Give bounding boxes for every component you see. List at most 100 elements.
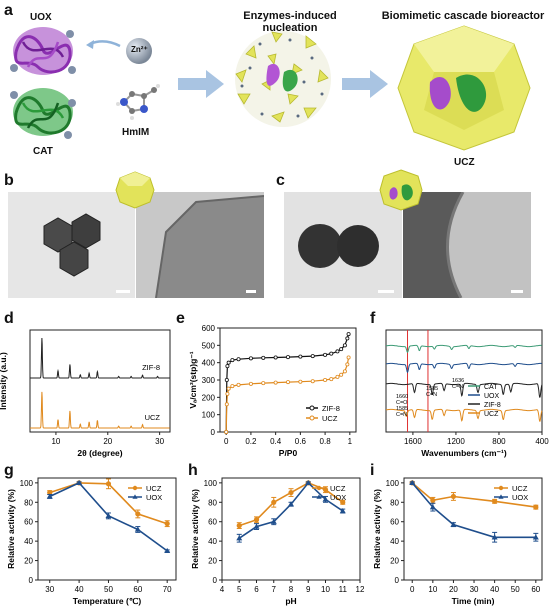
- xrd-pattern-ucz: [30, 391, 170, 429]
- x-tick-label: 7: [272, 585, 277, 594]
- x-tick-label: 30: [155, 437, 164, 446]
- isotherm-point: [226, 386, 231, 391]
- legend-label: UCZ: [484, 411, 499, 418]
- chart-ph-activity: 4 5 6 7 8 9 10 11 12 0 20 40 60 80 100 pH Relative activ…: [190, 477, 365, 606]
- legend-marker: [498, 485, 504, 491]
- data-point: [288, 489, 294, 496]
- panel-label-f: f: [370, 310, 376, 327]
- y-tick-label: 60: [208, 518, 217, 527]
- isotherm-point: [323, 378, 328, 383]
- ftir-spectrum: [386, 382, 543, 398]
- x-tick-label: 400: [535, 437, 549, 446]
- data-point: [164, 547, 171, 554]
- data-point: [164, 521, 170, 527]
- annotation-wavenumber: 1585: [396, 406, 408, 412]
- isotherm-point: [286, 380, 291, 385]
- annotation-bond: C=N: [396, 412, 407, 418]
- isotherm-point: [248, 381, 253, 386]
- legend-label: UCZ: [330, 484, 346, 493]
- data-point: [532, 534, 539, 540]
- y-tick-label: 200: [202, 393, 216, 402]
- x-tick-label: 6: [254, 585, 259, 594]
- uox-label: UOX: [30, 12, 52, 23]
- tem-particles: [298, 224, 379, 268]
- series-label: ZIF-8: [142, 363, 160, 372]
- x-axis-label: Time (min): [452, 596, 495, 606]
- isotherm-point: [225, 391, 230, 396]
- isotherm-point: [339, 347, 344, 352]
- x-axis-label: Wavenumbers (cm⁻¹): [421, 448, 507, 458]
- isotherm-point: [230, 358, 235, 363]
- process-arrow-1: [178, 70, 224, 98]
- step-title-nucleation: Enzymes-induced nucleation: [243, 10, 337, 34]
- x-tick-label: 10: [321, 585, 330, 594]
- x-tick-label: 20: [449, 585, 458, 594]
- legend-marker: [309, 415, 315, 421]
- step-title-bioreactor: Biomimetic cascade bioreactor: [381, 10, 545, 22]
- x-tick-label: 1200: [447, 437, 465, 446]
- data-point: [430, 497, 436, 503]
- legend-label: UCZ: [322, 414, 338, 423]
- zinc-ion-label: Zn²⁺: [131, 45, 148, 54]
- plot-frame: [403, 477, 543, 581]
- isotherm-point: [342, 369, 347, 374]
- data-point: [253, 523, 260, 529]
- tem-particles: [43, 213, 101, 277]
- isotherm-point: [236, 382, 241, 387]
- x-axis-label: 2θ (degree): [77, 448, 122, 458]
- panel-label-e: e: [176, 310, 185, 327]
- annotation-bond: C=O: [396, 400, 408, 406]
- data-point: [491, 534, 498, 540]
- y-tick-label: 0: [213, 576, 218, 585]
- xrd-pattern-zif-8: [30, 337, 170, 379]
- x-axis-label: pH: [285, 596, 296, 606]
- plot-frame: [37, 477, 177, 581]
- x-tick-label: 50: [104, 585, 113, 594]
- x-tick-label: 60: [133, 585, 142, 594]
- panel-label-h: h: [188, 462, 198, 479]
- isotherm-point: [248, 356, 253, 361]
- plot-frame: [385, 329, 543, 433]
- annotation-bond: C=N: [426, 392, 437, 398]
- y-tick-label: 20: [390, 557, 399, 566]
- data-point: [409, 479, 416, 486]
- chart-n2-isotherm: 0 0.2 0.4 0.6 0.8 1 0 100 200 300 400 500 600 P/P0 Vₐ/…: [188, 324, 357, 458]
- annotation-wavenumber: 1636: [452, 378, 464, 384]
- legend-label: UOX: [484, 393, 500, 400]
- annotation-bond: C=N: [452, 384, 463, 390]
- y-tick-label: 80: [24, 498, 33, 507]
- isotherm-point: [273, 355, 278, 360]
- data-point: [533, 504, 539, 510]
- scale-bar: [511, 290, 523, 293]
- data-point: [340, 499, 346, 505]
- y-tick-label: 100: [204, 479, 218, 488]
- x-tick-label: 0: [224, 437, 229, 446]
- x-tick-label: 0.8: [320, 437, 332, 446]
- tem-image-ucz-overview: [284, 192, 402, 298]
- uox-protein-illustration: [10, 27, 76, 75]
- nucleation-illustration: [235, 31, 331, 127]
- data-point: [271, 499, 277, 505]
- legend-marker: [316, 494, 322, 499]
- ucz-label: UCZ: [454, 157, 475, 168]
- x-tick-label: 60: [531, 585, 540, 594]
- legend-marker: [316, 485, 322, 491]
- annotation-wavenumber: 1585: [426, 386, 438, 392]
- y-tick-label: 100: [386, 479, 400, 488]
- legend-marker: [132, 494, 138, 499]
- x-tick-label: 1: [348, 437, 353, 446]
- y-tick-label: 300: [202, 376, 216, 385]
- y-tick-label: 0: [211, 428, 216, 437]
- data-point: [105, 481, 112, 487]
- legend-label: UCZ: [146, 484, 162, 493]
- isotherm-point: [310, 354, 315, 359]
- y-tick-label: 500: [202, 341, 216, 350]
- data-point: [253, 517, 260, 523]
- plot-frame: [29, 329, 171, 433]
- x-tick-label: 1600: [404, 437, 422, 446]
- zinc-ion-sphere: [126, 38, 152, 64]
- x-tick-label: 30: [470, 585, 479, 594]
- x-tick-label: 5: [237, 585, 242, 594]
- x-tick-label: 10: [51, 437, 60, 446]
